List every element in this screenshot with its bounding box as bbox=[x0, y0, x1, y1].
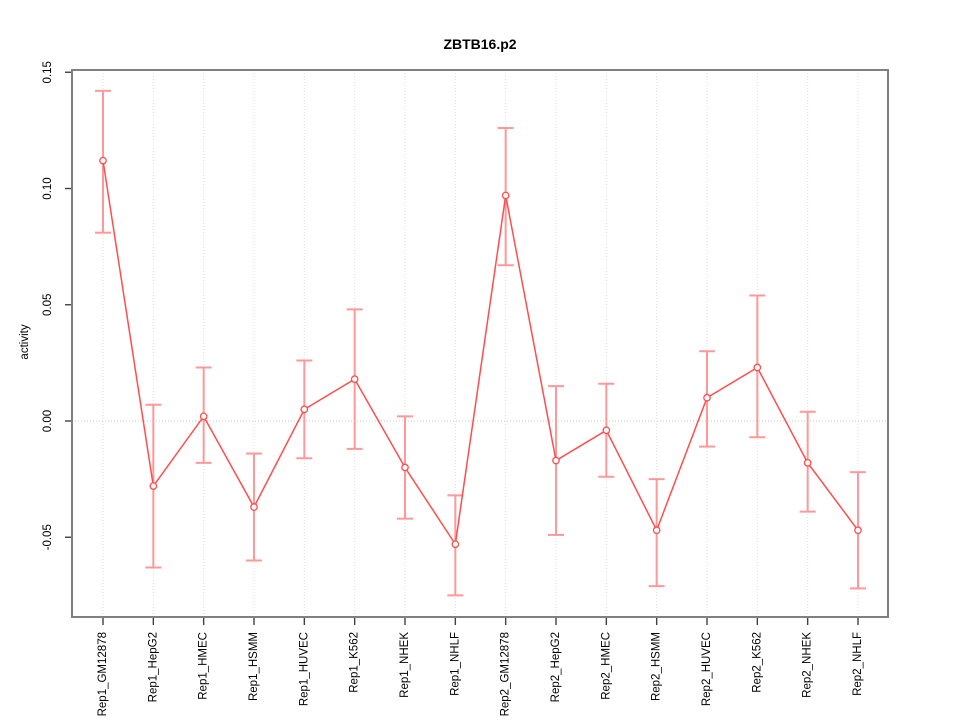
x-tick-label: Rep1_HepG2 bbox=[147, 632, 159, 702]
data-point bbox=[401, 463, 409, 472]
data-point bbox=[803, 458, 812, 467]
y-axis-label: activity bbox=[19, 324, 31, 359]
x-tick-label: Rep1_NHLF bbox=[449, 632, 461, 696]
data-point bbox=[854, 526, 862, 535]
y-tick-label: 0.05 bbox=[42, 294, 54, 316]
x-tick-label: Rep1_GM12878 bbox=[97, 632, 109, 716]
data-point bbox=[552, 456, 560, 465]
data-point bbox=[250, 503, 258, 511]
x-tick-label: Rep1_HSMM bbox=[248, 632, 260, 701]
data-point bbox=[350, 375, 359, 383]
x-tick-label: Rep2_NHEK bbox=[802, 632, 814, 698]
plot-area: 0.15 0.10 0.05 0.00 -0.05 Rep1_GM12878 Rep1_He… bbox=[42, 61, 889, 716]
data-point bbox=[199, 412, 208, 421]
data-point bbox=[602, 426, 611, 435]
x-tick-label: Rep2_K562 bbox=[751, 632, 763, 693]
chart-title: ZBTB16.p2 bbox=[443, 36, 516, 52]
plot-box bbox=[71, 69, 889, 618]
x-tick-label: Rep1_HUVEC bbox=[298, 632, 310, 706]
x-tick-label: Rep1_HMEC bbox=[198, 632, 210, 700]
x-tick-label: Rep2_HMEC bbox=[600, 632, 612, 700]
x-tick-label: Rep1_NHEK bbox=[399, 632, 411, 698]
y-tick-label: 0.10 bbox=[42, 177, 54, 199]
y-tick-label: -0.05 bbox=[42, 524, 54, 550]
data-point bbox=[703, 393, 711, 402]
series-line bbox=[102, 160, 859, 547]
data-point bbox=[300, 405, 309, 414]
x-tick-label: Rep2_NHLF bbox=[852, 632, 864, 696]
y-tick-label: 0.00 bbox=[42, 410, 54, 432]
x-tick-label: Rep2_HUVEC bbox=[701, 632, 713, 706]
data-point bbox=[753, 363, 762, 372]
data-point bbox=[149, 482, 158, 490]
data-point bbox=[99, 156, 107, 165]
x-tick-label: Rep2_GM12878 bbox=[500, 632, 512, 716]
x-tick-label: Rep2_HepG2 bbox=[550, 632, 562, 702]
data-point bbox=[652, 526, 661, 535]
x-tick-label: Rep2_HSMM bbox=[651, 632, 663, 701]
data-point bbox=[451, 540, 460, 549]
data-point bbox=[501, 191, 510, 200]
x-tick-label: Rep1_K562 bbox=[349, 632, 361, 693]
y-tick-label: 0.15 bbox=[42, 61, 54, 83]
